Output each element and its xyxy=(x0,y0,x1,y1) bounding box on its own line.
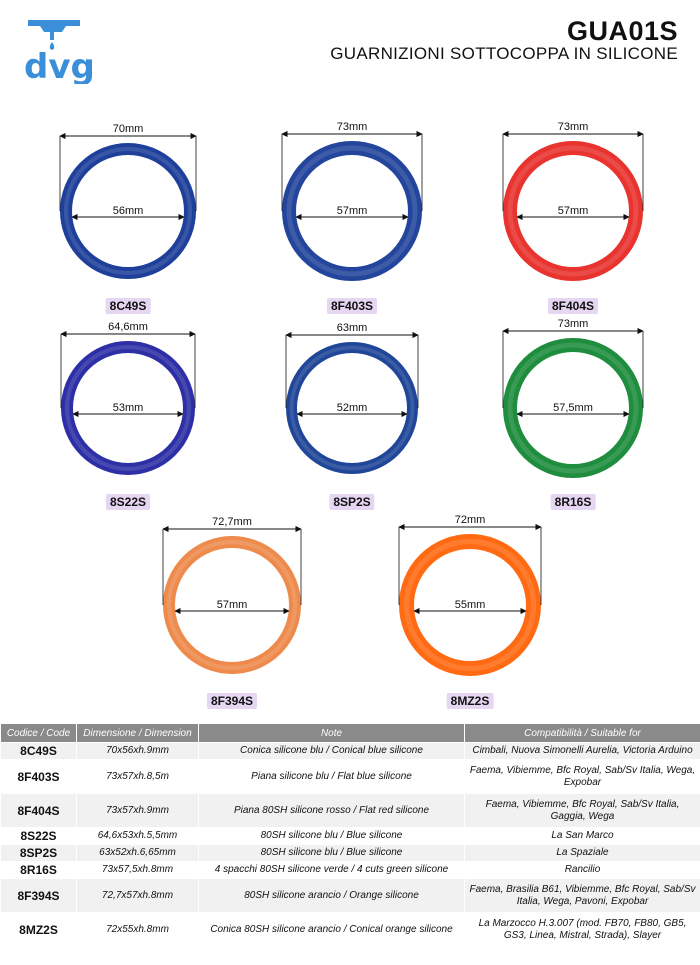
inner-diameter-label: 57mm xyxy=(337,205,368,217)
row-compat: La Marzocco H.3.007 (mod. FB70, FB80, GB… xyxy=(464,912,700,947)
table-row: 8S22S 64,6x53xh.5,5mm 80SH silicone blu … xyxy=(0,827,700,845)
inner-diameter-label: 56mm xyxy=(113,205,144,217)
header-compat: Compatibilità / Suitable for xyxy=(464,723,700,743)
ring-8MZ2S: 72mm 55mm xyxy=(398,514,542,676)
outer-diameter-label: 64,6mm xyxy=(108,321,148,333)
table-row: 8F394S 72,7x57xh.8mm 80SH silicone aranc… xyxy=(0,878,700,913)
gasket-highlight xyxy=(64,344,192,472)
outer-diameter-label: 73mm xyxy=(558,121,589,133)
ring-code-label: 8F394S xyxy=(206,693,258,709)
brand-text: dvg xyxy=(24,47,95,84)
gasket-highlight xyxy=(403,538,537,672)
gasket-highlight xyxy=(289,345,415,471)
row-dimension: 64,6x53xh.5,5mm xyxy=(76,827,199,845)
gasket-ring xyxy=(163,536,301,674)
outer-diameter-label: 72,7mm xyxy=(212,516,252,528)
row-compat: Cimbali, Nuova Simonelli Aurelia, Victor… xyxy=(464,742,700,760)
row-code: 8SP2S xyxy=(0,844,77,862)
inner-diameter-label: 52mm xyxy=(337,402,368,414)
header-code: Codice / Code xyxy=(0,723,77,743)
header-note: Note xyxy=(198,723,465,743)
table-row: 8R16S 73x57,5xh.8mm 4 spacchi 80SH silic… xyxy=(0,861,700,879)
table-row: 8F403S 73x57xh.8,5m Piana silicone blu /… xyxy=(0,759,700,794)
inner-diameter-label: 57mm xyxy=(558,205,589,217)
row-compat: Faema, Vibiemme, Bfc Royal, Sab/Sv Itali… xyxy=(464,793,700,828)
gasket-highlight xyxy=(166,539,298,671)
table-row: 8MZ2S 72x55xh.8mm Conica 80SH silicone a… xyxy=(0,912,700,947)
outer-diameter-label: 72mm xyxy=(455,514,486,526)
row-compat: Rancilio xyxy=(464,861,700,879)
outer-diameter-label: 70mm xyxy=(113,123,144,135)
ring-code-label: 8R16S xyxy=(550,494,596,510)
row-code: 8MZ2S xyxy=(0,912,77,947)
row-compat: Faema, Vibiemme, Bfc Royal, Sab/Sv Itali… xyxy=(464,759,700,794)
ring-code-label: 8C49S xyxy=(105,298,151,314)
ring-8S22S: 64,6mm 53mm xyxy=(60,321,196,475)
row-dimension: 63x52xh.6,65mm xyxy=(76,844,199,862)
inner-diameter-label: 53mm xyxy=(113,402,144,414)
gasket-ring xyxy=(503,141,643,281)
row-dimension: 73x57xh.9mm xyxy=(76,793,199,828)
gasket-ring xyxy=(60,143,196,279)
gasket-ring xyxy=(503,338,643,478)
outer-diameter-label: 73mm xyxy=(558,318,589,330)
row-code: 8S22S xyxy=(0,827,77,845)
row-note: Conica silicone blu / Conical blue silic… xyxy=(198,742,465,760)
ring-code-label: 8F404S xyxy=(547,298,599,314)
product-title: GUARNIZIONI SOTTOCOPPA IN SILICONE xyxy=(330,44,678,63)
row-code: 8F394S xyxy=(0,878,77,913)
ring-code-label: 8MZ2S xyxy=(446,693,494,709)
gaskets-illustration: 70mm 56mm 73mm 57mm 73mm 57mm 64,6mm 53mm 63mm 52… xyxy=(59,121,644,676)
table-header-row: Codice / Code Dimensione / Dimension Not… xyxy=(0,723,700,743)
header-dimension: Dimensione / Dimension xyxy=(76,723,199,743)
table-row: 8F404S 73x57xh.9mm Piana 80SH silicone r… xyxy=(0,793,700,828)
outer-diameter-label: 73mm xyxy=(337,121,368,133)
product-code: GUA01S xyxy=(566,16,678,46)
gasket-ring xyxy=(282,141,422,281)
row-dimension: 73x57,5xh.8mm xyxy=(76,861,199,879)
ring-code-label: 8S22S xyxy=(105,494,151,510)
gasket-ring xyxy=(399,534,541,676)
row-dimension: 73x57xh.8,5m xyxy=(76,759,199,794)
gasket-highlight xyxy=(63,146,193,276)
row-code: 8F404S xyxy=(0,793,77,828)
row-note: Conica 80SH silicone arancio / Conical o… xyxy=(198,912,465,947)
row-note: 80SH silicone blu / Blue silicone xyxy=(198,844,465,862)
product-table: Codice / Code Dimensione / Dimension Not… xyxy=(0,723,700,947)
inner-diameter-label: 55mm xyxy=(455,599,486,611)
row-compat: Faema, Brasilia B61, Vibiemme, Bfc Royal… xyxy=(464,878,700,913)
gasket-ring xyxy=(286,342,418,474)
ring-code-label: 8F403S xyxy=(326,298,378,314)
ring-8R16S: 73mm 57,5mm xyxy=(502,318,644,478)
ring-8F404S: 73mm 57mm xyxy=(502,121,644,281)
ring-8F394S: 72,7mm 57mm xyxy=(162,516,302,674)
row-dimension: 72x55xh.8mm xyxy=(76,912,199,947)
row-dimension: 72,7x57xh.8mm xyxy=(76,878,199,913)
ring-code-label: 8SP2S xyxy=(329,494,375,510)
row-compat: La Spaziale xyxy=(464,844,700,862)
table-row: 8SP2S 63x52xh.6,65mm 80SH silicone blu /… xyxy=(0,844,700,862)
gasket-highlight xyxy=(507,342,639,474)
row-dimension: 70x56xh.9mm xyxy=(76,742,199,760)
ring-8C49S: 70mm 56mm xyxy=(59,123,197,279)
outer-diameter-label: 63mm xyxy=(337,322,368,334)
ring-8SP2S: 63mm 52mm xyxy=(285,322,419,474)
ring-8F403S: 73mm 57mm xyxy=(281,121,423,281)
dvg-logo: dvg xyxy=(24,20,95,84)
row-code: 8C49S xyxy=(0,742,77,760)
row-compat: La San Marco xyxy=(464,827,700,845)
gasket-highlight xyxy=(507,145,639,277)
inner-diameter-label: 57,5mm xyxy=(553,402,593,414)
row-note: 4 spacchi 80SH silicone verde / 4 cuts g… xyxy=(198,861,465,879)
row-code: 8F403S xyxy=(0,759,77,794)
row-note: 80SH silicone arancio / Orange silicone xyxy=(198,878,465,913)
gasket-highlight xyxy=(286,145,418,277)
row-note: Piana 80SH silicone rosso / Flat red sil… xyxy=(198,793,465,828)
row-note: 80SH silicone blu / Blue silicone xyxy=(198,827,465,845)
gasket-ring xyxy=(61,341,195,475)
table-row: 8C49S 70x56xh.9mm Conica silicone blu / … xyxy=(0,742,700,760)
inner-diameter-label: 57mm xyxy=(217,599,248,611)
row-note: Piana silicone blu / Flat blue silicone xyxy=(198,759,465,794)
row-code: 8R16S xyxy=(0,861,77,879)
